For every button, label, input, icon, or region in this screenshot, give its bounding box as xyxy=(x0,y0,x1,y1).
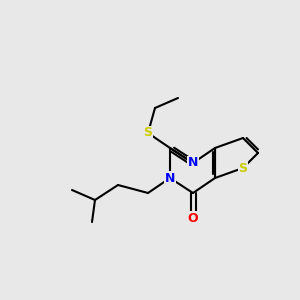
Text: N: N xyxy=(165,172,175,184)
Text: S: S xyxy=(143,127,152,140)
Text: S: S xyxy=(238,161,247,175)
Text: N: N xyxy=(188,157,198,169)
Text: O: O xyxy=(188,212,198,224)
